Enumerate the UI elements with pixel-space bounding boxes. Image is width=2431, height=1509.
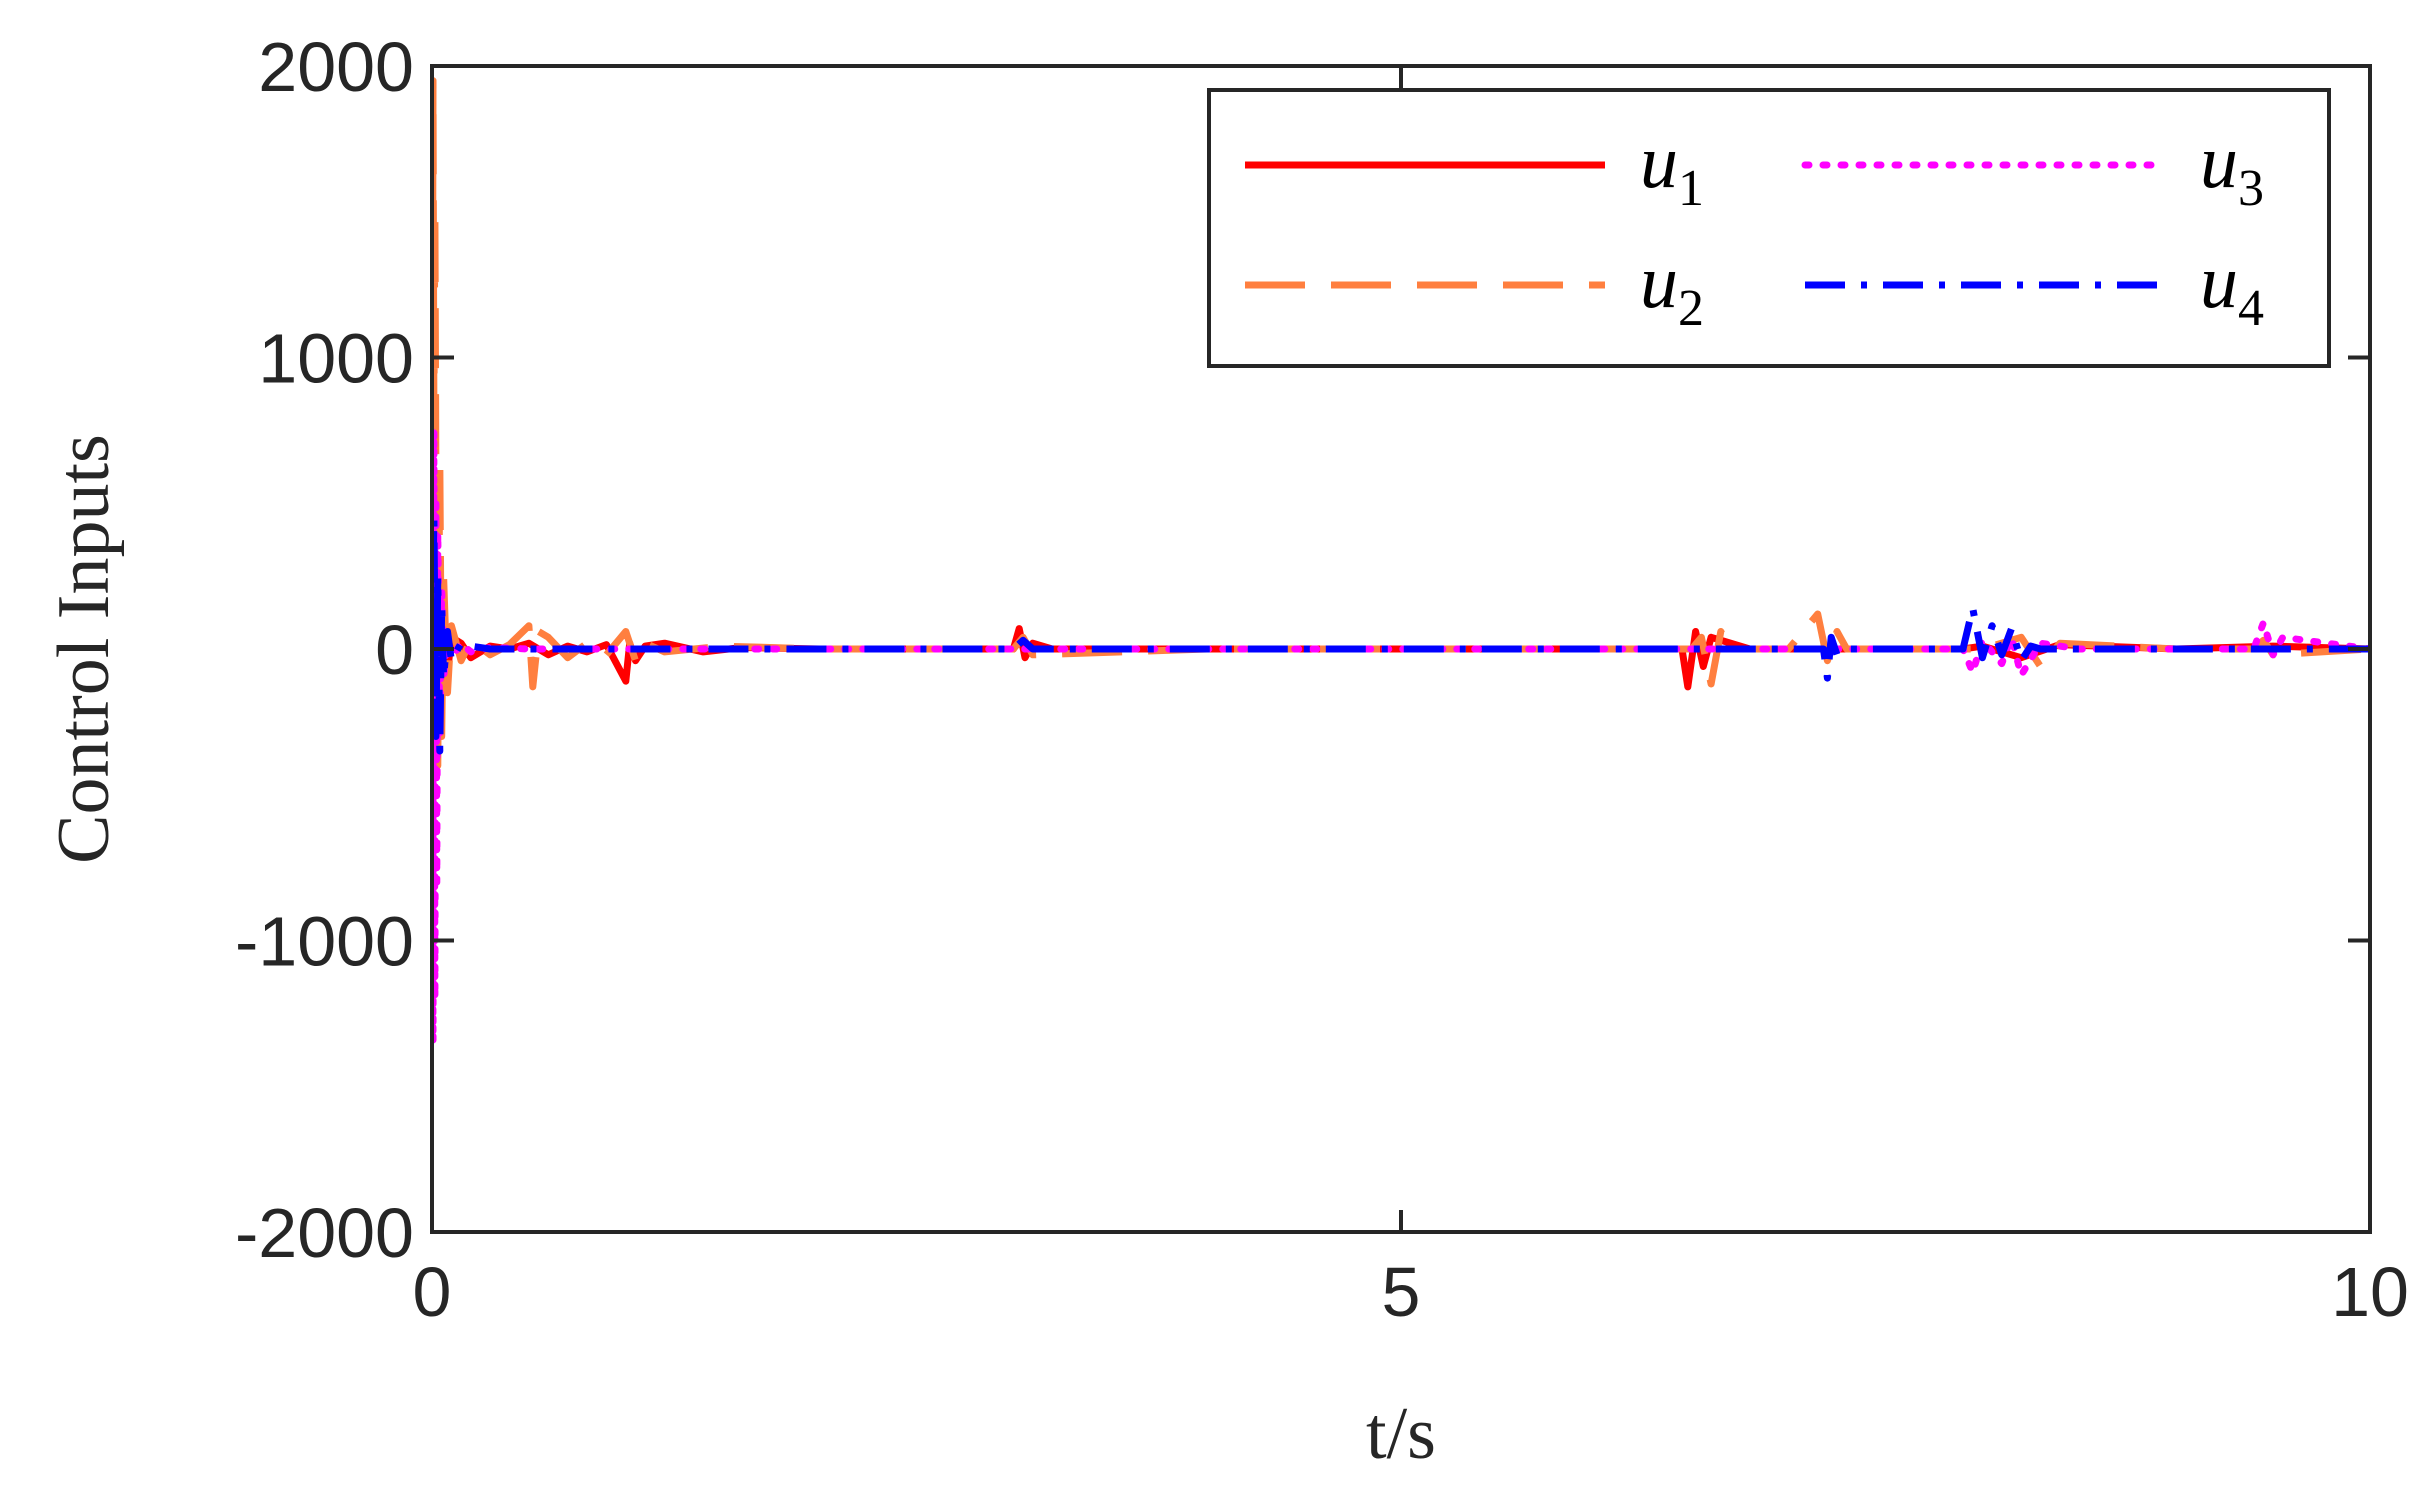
y-axis-title: Control Inputs	[43, 434, 125, 864]
x-tick-label: 0	[413, 1253, 452, 1331]
legend-label-u4: u4	[2200, 240, 2264, 337]
y-tick-label: -2000	[235, 1194, 414, 1272]
y-tick-label: 2000	[258, 28, 414, 106]
y-tick-label: 1000	[258, 320, 414, 398]
x-axis-title: t/s	[1366, 1393, 1436, 1475]
legend-box	[1207, 88, 2331, 368]
y-tick-label: 0	[375, 611, 414, 689]
ticks-layer: 0 5 10 -2000 -1000 0 1000 2000	[235, 28, 2409, 1331]
x-tick-label: 10	[2331, 1253, 2409, 1331]
legend-label-u2: u2	[1640, 240, 1704, 337]
legend-label-u1: u1	[1640, 120, 1704, 217]
y-tick-label: -1000	[235, 903, 414, 981]
legend-label-u3: u3	[2200, 120, 2264, 217]
series-line-u3	[432, 426, 2370, 1046]
x-tick-label: 5	[1382, 1253, 1421, 1331]
legend: u1 u2 u3 u4	[1207, 88, 2331, 368]
